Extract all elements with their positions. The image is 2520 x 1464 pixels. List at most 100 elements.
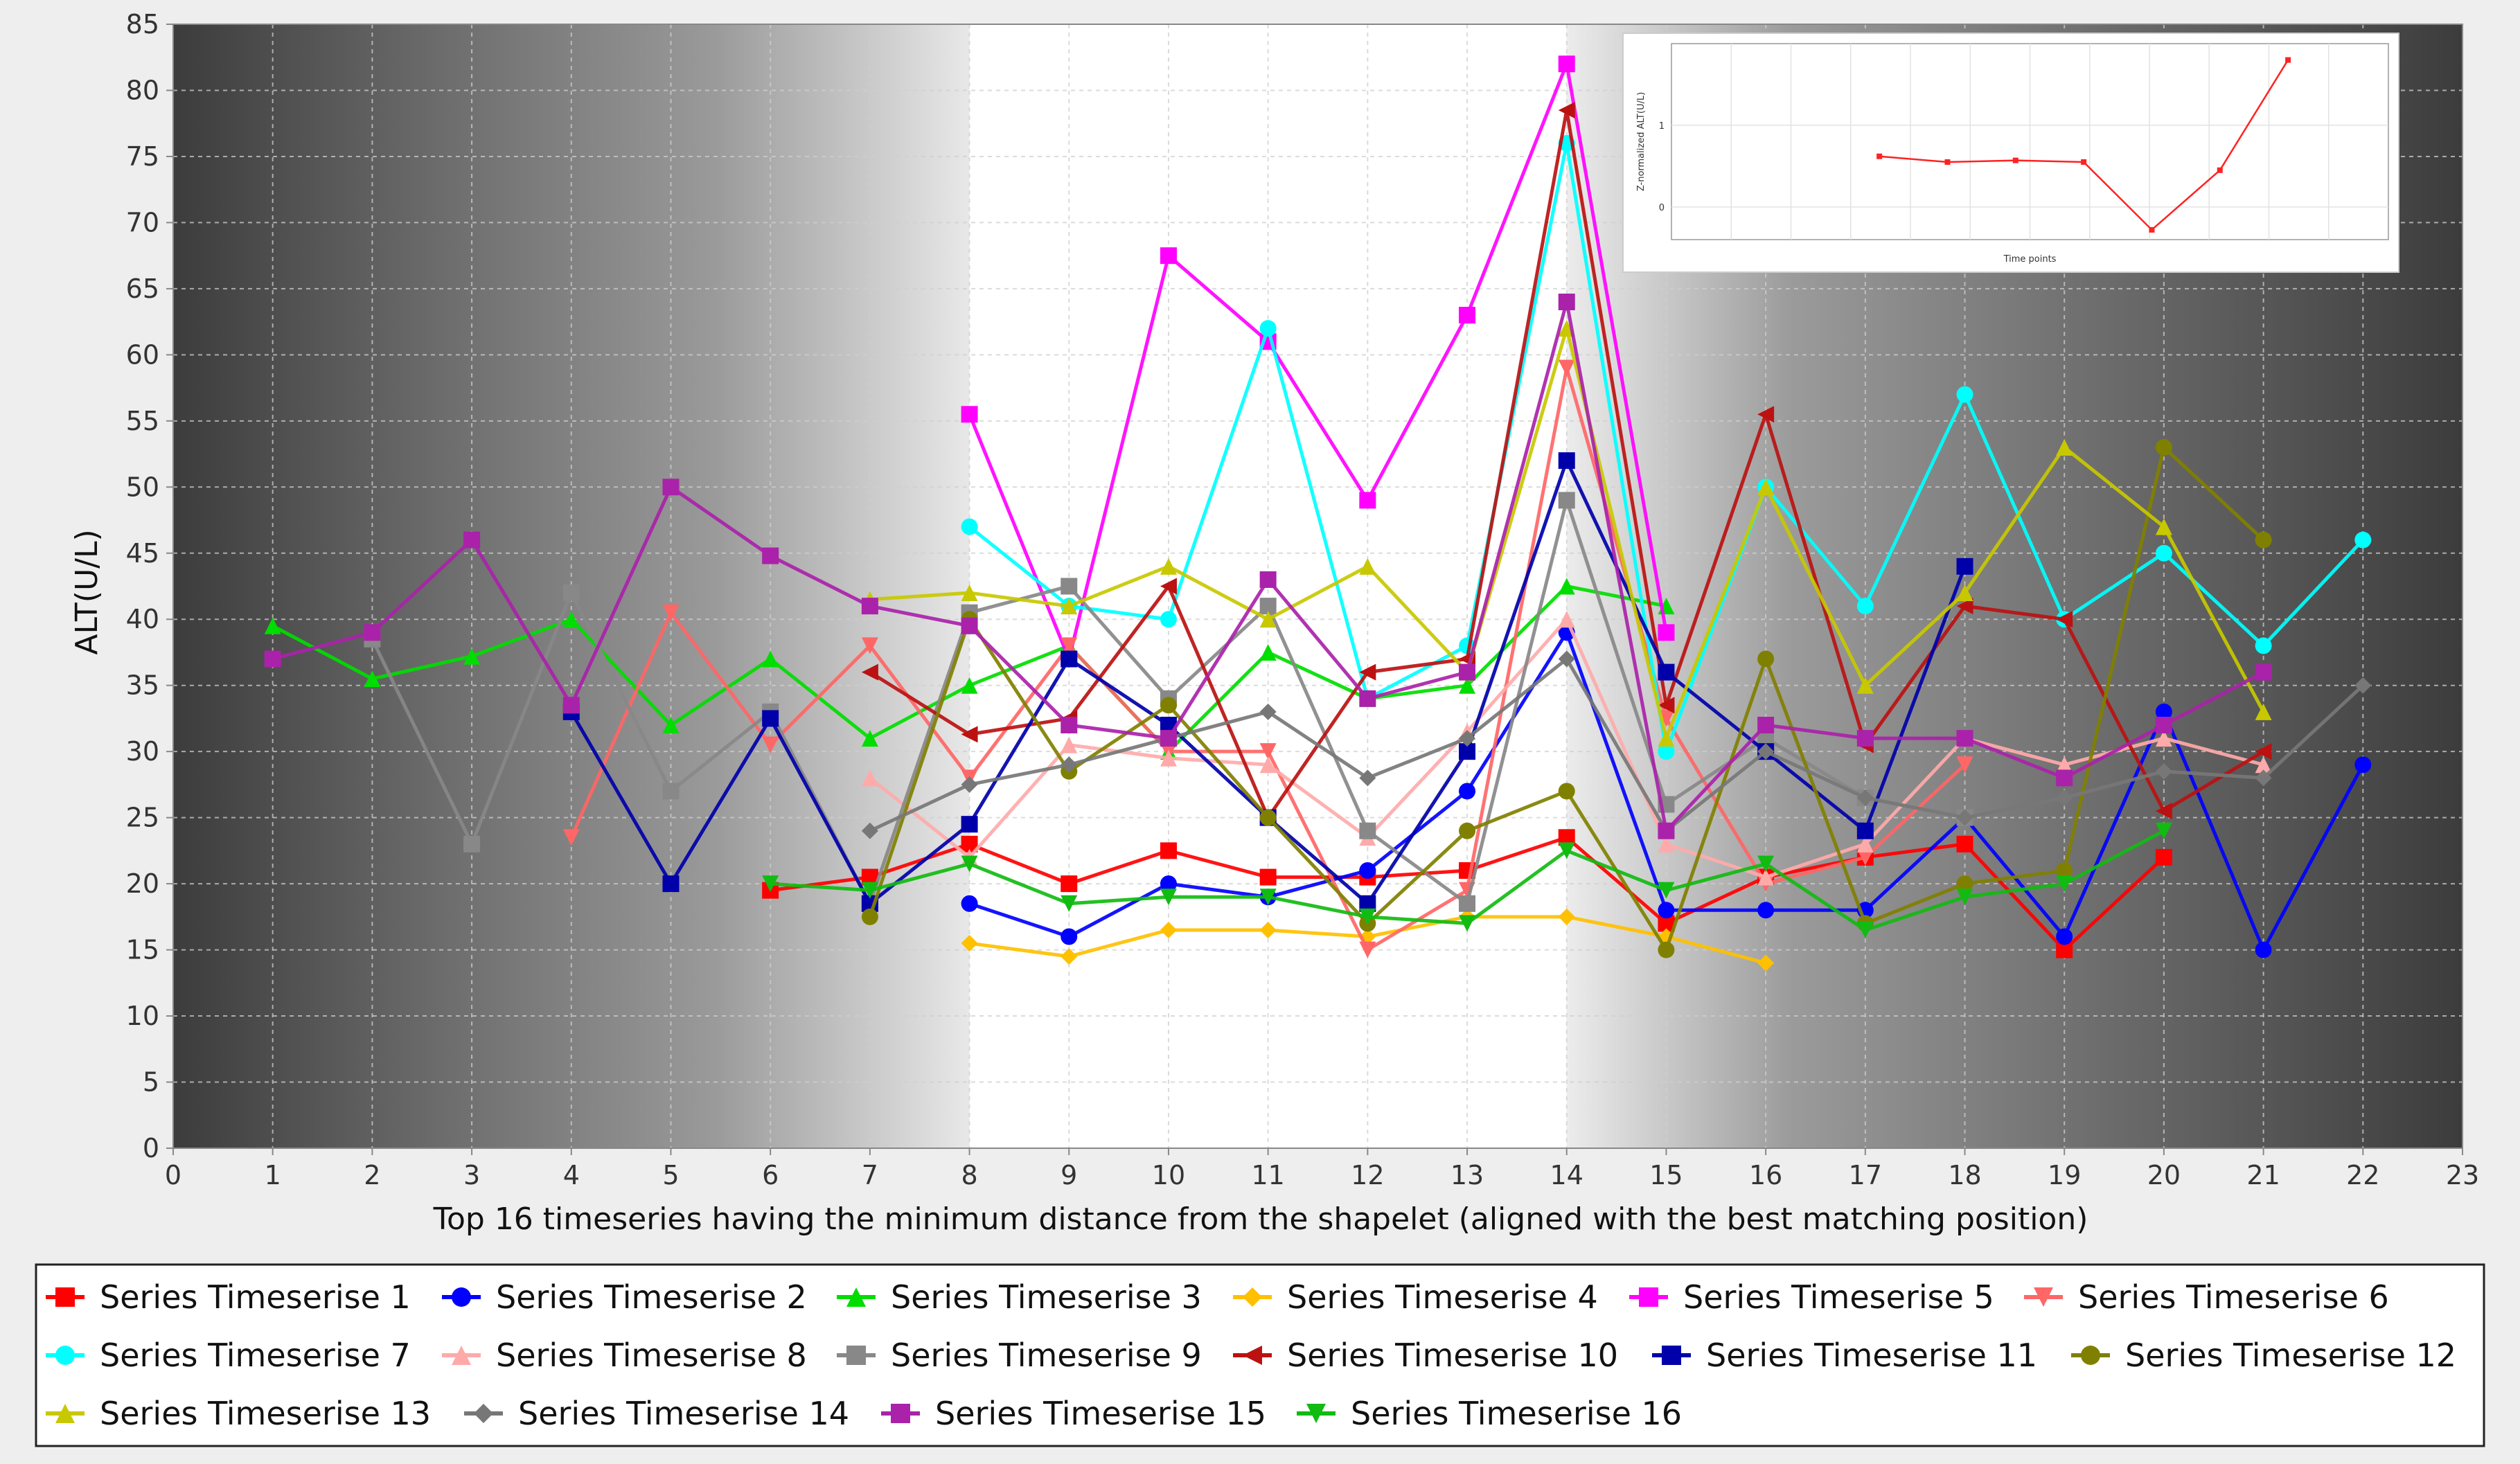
x-tick-label: 18 (1948, 1160, 1981, 1190)
data-point (2155, 439, 2172, 456)
data-point (1856, 848, 1874, 866)
y-tick-label: 70 (126, 207, 159, 238)
data-point (1956, 386, 1973, 403)
data-point (1956, 835, 1973, 852)
data-point (1558, 102, 1575, 119)
x-tick-label: 2 (364, 1160, 380, 1190)
data-point (1558, 908, 1575, 925)
data-point (1757, 954, 1775, 972)
data-point (1160, 730, 1177, 747)
x-tick-label: 4 (563, 1160, 580, 1190)
legend-marker (891, 1404, 910, 1423)
series-16 (762, 822, 2172, 938)
data-point (1359, 769, 1376, 787)
data-point (1160, 697, 1177, 714)
data-point (1757, 650, 1775, 668)
data-point (861, 598, 878, 615)
data-point (861, 769, 878, 787)
data-point (1856, 730, 1874, 747)
data-point (1658, 697, 1675, 714)
data-point (1459, 822, 1476, 839)
data-point (2155, 803, 2172, 820)
data-point (1061, 895, 1078, 912)
data-point (1856, 789, 1874, 807)
data-point (1658, 730, 1675, 747)
data-point (662, 716, 680, 733)
data-point (1757, 479, 1775, 496)
data-point (2255, 703, 2272, 720)
data-point (1956, 557, 1973, 575)
data-point (1160, 611, 1177, 628)
data-point (961, 677, 978, 694)
data-point (1160, 842, 1177, 859)
legend-marker (474, 1404, 493, 1423)
data-point (1459, 730, 1476, 747)
series-line (869, 657, 2365, 833)
data-point (1856, 835, 1874, 852)
legend-item: Series Timeserise 6 (2024, 1278, 2389, 1316)
data-point (562, 584, 580, 602)
data-point (1359, 557, 1376, 575)
data-point (1757, 855, 1775, 873)
y-tick-label: 5 (143, 1067, 159, 1098)
y-tick-label: 60 (126, 339, 159, 370)
data-point (264, 617, 281, 634)
data-point (2354, 531, 2372, 548)
data-point (1160, 889, 1177, 906)
data-point (2255, 756, 2272, 774)
data-point (961, 617, 978, 634)
x-tick-label: 20 (2147, 1160, 2181, 1190)
y-tick-label: 20 (126, 868, 159, 899)
y-tick-label: 10 (126, 1001, 159, 1031)
y-tick-label: 25 (126, 803, 159, 833)
data-point (1856, 822, 1874, 839)
data-point (1061, 578, 1078, 595)
data-point (1558, 611, 1575, 628)
inset-point (1944, 159, 1951, 165)
y-tick-label: 35 (126, 670, 159, 701)
legend-marker (2081, 1346, 2100, 1365)
data-point (1558, 492, 1575, 509)
data-point (1359, 822, 1376, 839)
data-point (2155, 544, 2172, 562)
data-point (861, 882, 878, 899)
x-tick-label: 23 (2446, 1160, 2479, 1190)
x-tick-label: 7 (862, 1160, 878, 1190)
legend-item: Series Timeserise 14 (464, 1395, 849, 1432)
data-point (2255, 743, 2272, 760)
legend-label: Series Timeserise 8 (496, 1337, 807, 1374)
data-point (861, 637, 878, 654)
y-tick-label: 65 (126, 274, 159, 304)
x-tick-label: 3 (463, 1160, 480, 1190)
x-tick-label: 16 (1749, 1160, 1782, 1190)
data-point (364, 624, 381, 641)
x-tick-label: 5 (662, 1160, 679, 1190)
data-point (762, 710, 779, 727)
legend-label: Series Timeserise 15 (935, 1395, 1266, 1432)
data-point (2155, 716, 2172, 733)
data-point (2255, 637, 2272, 654)
data-point (1259, 703, 1277, 720)
data-point (861, 822, 878, 839)
data-point (463, 648, 481, 665)
legend-item: Series Timeserise 1 (46, 1278, 411, 1316)
legend-item: Series Timeserise 3 (837, 1278, 1202, 1316)
data-point (1558, 452, 1575, 470)
x-tick-label: 14 (1550, 1160, 1583, 1190)
data-point (2056, 611, 2073, 628)
data-point (1359, 908, 1376, 925)
data-point (961, 726, 978, 743)
data-point (2354, 756, 2372, 774)
data-point (562, 829, 580, 846)
data-point (364, 670, 381, 688)
legend-marker (55, 1287, 75, 1307)
data-point (1061, 598, 1078, 615)
data-point (1658, 835, 1675, 852)
legend-marker (452, 1287, 471, 1307)
data-point (1956, 584, 1973, 602)
data-point (1459, 307, 1476, 324)
data-point (2255, 769, 2272, 787)
data-point (2255, 941, 2272, 958)
data-point (961, 518, 978, 535)
